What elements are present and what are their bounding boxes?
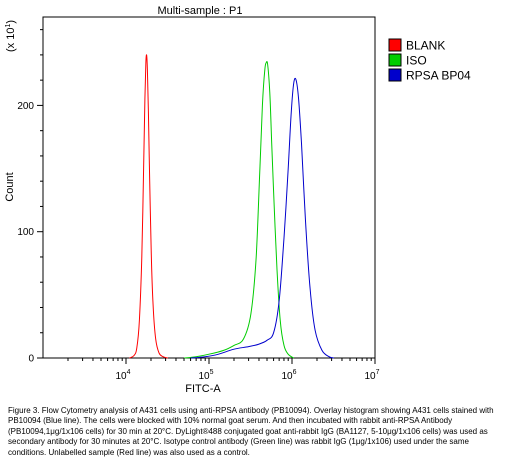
y-axis-label: Count xyxy=(4,172,16,201)
chart-title: Multi-sample : P1 xyxy=(158,5,243,17)
x-tick-label: 107 xyxy=(364,369,379,382)
y-multiplier-exponent: 1 xyxy=(5,24,12,28)
series-line-blank xyxy=(129,54,169,359)
x-tick-label: 106 xyxy=(281,369,296,382)
legend-swatch xyxy=(388,68,402,82)
series-layer xyxy=(129,54,335,359)
x-tick-label: 105 xyxy=(198,369,213,382)
plot-frame xyxy=(42,16,376,359)
x-tick-label: 104 xyxy=(115,369,130,382)
legend-label: ISO xyxy=(406,54,427,68)
series-line-rpsa-bp04 xyxy=(190,77,335,359)
y-multiplier-text: (x 10 xyxy=(5,28,17,52)
y-axis-ticks: 0 100 200 xyxy=(17,29,43,365)
legend-swatch xyxy=(388,38,402,52)
flow-cytometry-chart: Multi-sample : P1 104 105 106 107 0 100 200 F… xyxy=(4,5,471,395)
legend-label: BLANK xyxy=(406,39,445,53)
y-tick-label: 200 xyxy=(17,101,34,112)
x-axis-label: FITC-A xyxy=(185,383,221,395)
y-axis-multiplier: (x 101) xyxy=(5,20,17,52)
figure-caption: Figure 3. Flow Cytometry analysis of A43… xyxy=(8,406,494,457)
y-tick-label: 100 xyxy=(17,227,34,238)
legend-swatch xyxy=(388,53,402,67)
y-multiplier-close: ) xyxy=(5,20,17,24)
legend-label: RPSA BP04 xyxy=(406,69,471,83)
x-axis-ticks: 104 105 106 107 xyxy=(67,358,380,382)
y-tick-label: 0 xyxy=(28,354,34,365)
